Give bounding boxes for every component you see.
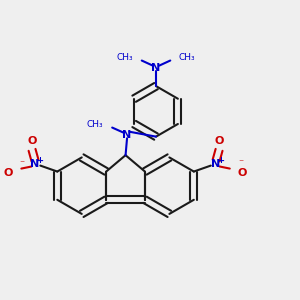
Text: ⁻: ⁻ (238, 158, 243, 168)
Text: +: + (36, 156, 43, 165)
Text: O: O (238, 168, 247, 178)
Text: +: + (217, 156, 224, 165)
Text: N: N (122, 130, 132, 140)
Text: CH₃: CH₃ (179, 53, 196, 62)
Text: CH₃: CH₃ (86, 120, 103, 129)
Text: N: N (30, 159, 40, 169)
Text: O: O (214, 136, 224, 146)
Text: O: O (27, 136, 37, 146)
Text: ⁻: ⁻ (20, 159, 25, 169)
Text: N: N (212, 159, 221, 169)
Text: O: O (4, 168, 13, 178)
Text: N: N (152, 63, 160, 73)
Text: CH₃: CH₃ (116, 53, 133, 62)
